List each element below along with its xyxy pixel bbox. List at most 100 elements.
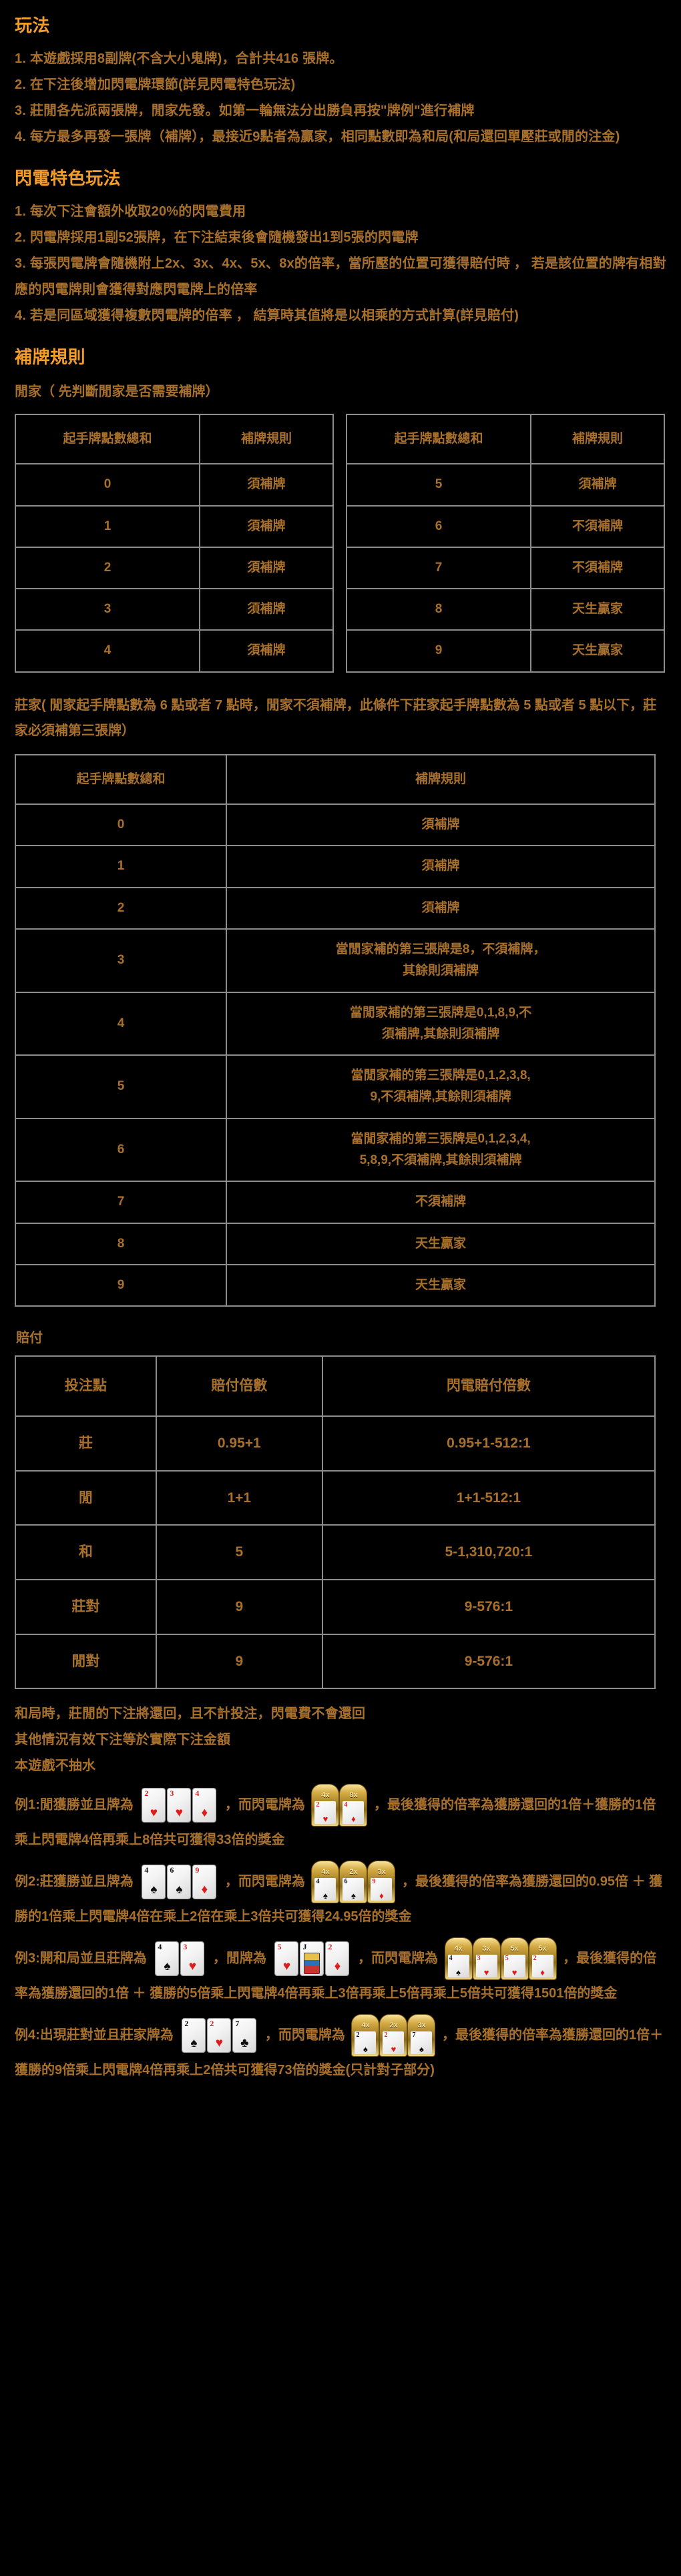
table-row: 6 不須補牌 [345, 505, 665, 548]
lightning-card: 2x 2 ♥ [380, 2015, 407, 2057]
table-row: 1 須補牌 [14, 505, 334, 548]
lightning-multiplier-label: 8x [349, 1791, 358, 1800]
card-rank: 2 [210, 2019, 214, 2029]
card-suit-icon: ♦ [334, 1959, 341, 1974]
cell-total: 4 [14, 629, 201, 673]
example-4-cards: 2 ♠ 2 ♥ 7 ♣ [181, 2019, 257, 2053]
example-2: 例2:莊獲勝並且牌為 4 ♠ 6 ♠ 9 ♦ ，而閃電牌為 4x 4 ♠ 2x 6 ♠ 3x 9 ♦ ，最… [15, 1861, 666, 1931]
playing-card: 2 ♠ [182, 2019, 206, 2053]
cell-total: 9 [14, 1263, 228, 1307]
cell-bet-spot: 閒 [15, 1470, 157, 1526]
gameplay-rule-2: 2. 在下注後增加閃電牌環節(詳見閃電特色玩法) [15, 77, 296, 92]
cell-rule: 天生贏家 [226, 1222, 656, 1265]
col-header-rule: 補牌規則 [226, 753, 656, 806]
cell-rule: 須補牌 [226, 886, 656, 930]
card-rank: 2 [328, 1942, 332, 1952]
section-title-lightning: 閃電特色玩法 [15, 168, 122, 188]
card-rank: J [302, 1942, 307, 1952]
table-row: 2 須補牌 [14, 546, 334, 590]
card-suit-icon: ♦ [379, 1891, 384, 1901]
card-suit-icon: ♠ [323, 1891, 328, 1901]
card-rank: 5 [277, 1942, 282, 1952]
lightning-multiplier-label: 2x [349, 1868, 358, 1877]
cell-total: 5 [14, 1054, 228, 1119]
card-rank: 4 [449, 1955, 453, 1963]
lightning-multiplier-label: 3x [377, 1868, 386, 1877]
table-row: 閒對 9 9-576:1 [15, 1633, 656, 1690]
playing-card: 2 ♦ [326, 1942, 349, 1976]
card-rank: 6 [344, 1878, 348, 1886]
player-draw-tables: 起手牌點數總和 補牌規則 0 須補牌 1 須補牌 2 須補牌 3 須補牌 4 須補牌 起手牌點數總… [14, 413, 666, 673]
cell-total: 1 [14, 505, 201, 548]
card-rank: 6 [170, 1865, 174, 1875]
col-header-bet-spot: 投注點 [15, 1355, 157, 1417]
card-suit-icon: ♥ [150, 1806, 158, 1821]
player-draw-table-right: 起手牌點數總和 補牌規則 5 須補牌 6 不須補牌 7 不須補牌 8 天生贏家 9 天生贏家 [345, 413, 665, 673]
card-rank: 2 [533, 1955, 537, 1963]
cell-total: 8 [345, 588, 532, 631]
cell-total: 0 [14, 803, 228, 847]
gameplay-rule-list: 1. 本遊戲採用8副牌(不含大小鬼牌)，合計共416 張牌。 2. 在下注後增加… [15, 46, 666, 150]
example-2-lightning-cards: 4x 4 ♠ 2x 6 ♠ 3x 9 ♦ [311, 1861, 395, 1903]
example-3-lead: 例3:開和局並且莊牌為 [15, 1951, 147, 1966]
cell-total: 2 [14, 886, 228, 930]
card-suit-icon: ♥ [282, 1959, 291, 1974]
card-rank: 4 [316, 1878, 320, 1886]
example-3-mid1: ，閒牌為 [212, 1951, 266, 1966]
banker-table-caption: 莊家( 閒家起手牌點數為 6 點或者 7 點時，閒家不須補牌，此條件下莊家起手牌… [15, 697, 657, 738]
lightning-rule-list: 1. 每次下注會額外收取20%的閃電費用 2. 閃電牌採用1副52張牌，在下注結… [15, 199, 666, 329]
cell-payout-mult: 0.95+1 [155, 1415, 323, 1472]
playing-card: 3 ♥ [181, 1942, 204, 1976]
card-suit-icon: ♥ [188, 1959, 196, 1974]
playing-card: 6 ♠ [168, 1865, 191, 1899]
card-rank: 9 [195, 1865, 200, 1875]
table-row: 莊 0.95+1 0.95+1-512:1 [15, 1415, 656, 1472]
example-2-cards: 4 ♠ 6 ♠ 9 ♦ [141, 1865, 217, 1899]
example-1-lead: 例1:閒獲勝並且牌為 [15, 1797, 134, 1813]
card-rank: 3 [170, 1789, 174, 1799]
gameplay-rule-3: 3. 莊閒各先派兩張牌，閒家先發。如第一輪無法分出勝負再按"牌例"進行補牌 [15, 103, 475, 118]
card-rank: 2 [356, 2031, 360, 2039]
cell-lightning-mult: 0.95+1-512:1 [321, 1415, 656, 1472]
card-rank: 7 [235, 2019, 240, 2029]
cell-rule: 須補牌 [199, 505, 334, 548]
example-3-banker-cards: 4 ♠ 3 ♥ [154, 1942, 205, 1976]
cell-rule: 不須補牌 [530, 546, 665, 590]
lightning-rule-3: 3. 每張閃電牌會隨機附上2x、3x、4x、5x、8x的倍率，當所壓的位置可獲得… [15, 256, 666, 297]
table-row: 7 不須補牌 [14, 1181, 656, 1224]
player-draw-table-left: 起手牌點數總和 補牌規則 0 須補牌 1 須補牌 2 須補牌 3 須補牌 4 須補牌 [14, 413, 334, 673]
playing-card: 2 ♥ [142, 1789, 166, 1823]
lightning-card: 2x 6 ♠ [340, 1861, 367, 1903]
card-suit-icon: ♥ [483, 1967, 489, 1978]
gameplay-rule-1: 1. 本遊戲採用8副牌(不含大小鬼牌)，合計共416 張牌。 [15, 51, 343, 66]
lightning-card-face: 4 ♦ [343, 1801, 365, 1825]
example-1-tail: ，最後獲得的倍率為獲勝還回的1倍＋獲勝的1倍乘上閃電牌4倍再乘上8倍共可獲得33… [15, 1797, 656, 1848]
table-row: 9 天生贏家 [14, 1263, 656, 1307]
lightning-card-face: 9 ♦ [371, 1878, 393, 1901]
lightning-card-face: 5 ♥ [503, 1955, 525, 1978]
cell-payout-mult: 1+1 [155, 1470, 323, 1526]
card-rank: 9 [372, 1878, 376, 1886]
section-title-payout: 賠付 [16, 1331, 43, 1346]
cell-rule: 天生贏家 [226, 1263, 656, 1307]
lightning-card: 3x 7 ♠ [408, 2015, 435, 2057]
lightning-card: 4x 4 ♠ [312, 1861, 339, 1903]
card-suit-icon: ♠ [363, 2044, 368, 2055]
card-rank: 2 [384, 2031, 388, 2039]
table-row: 0 須補牌 [14, 463, 334, 507]
card-suit-icon: ♠ [456, 1967, 461, 1978]
lightning-card: 3x 3 ♥ [473, 1938, 500, 1980]
card-suit-icon: ♠ [176, 1883, 183, 1897]
table-row: 8 天生贏家 [14, 1222, 656, 1265]
lightning-card: 5x 2 ♦ [529, 1938, 556, 1980]
playing-card: 5 ♥ [275, 1942, 298, 1976]
card-suit-icon: ♠ [190, 2036, 198, 2051]
table-row: 5 須補牌 [345, 463, 665, 507]
col-header-lightning-mult: 閃電賠付倍數 [321, 1355, 656, 1417]
lightning-multiplier-label: 2x [389, 2021, 398, 2030]
cell-bet-spot: 莊 [15, 1415, 157, 1472]
example-3: 例3:開和局並且莊牌為 4 ♠ 3 ♥ ，閒牌為 5 ♥ J 2 ♦ ，而閃電牌為 4x 4 ♠ 3… [15, 1938, 666, 2008]
table-row: 8 天生贏家 [345, 588, 665, 631]
card-rank: 4 [195, 1789, 200, 1799]
